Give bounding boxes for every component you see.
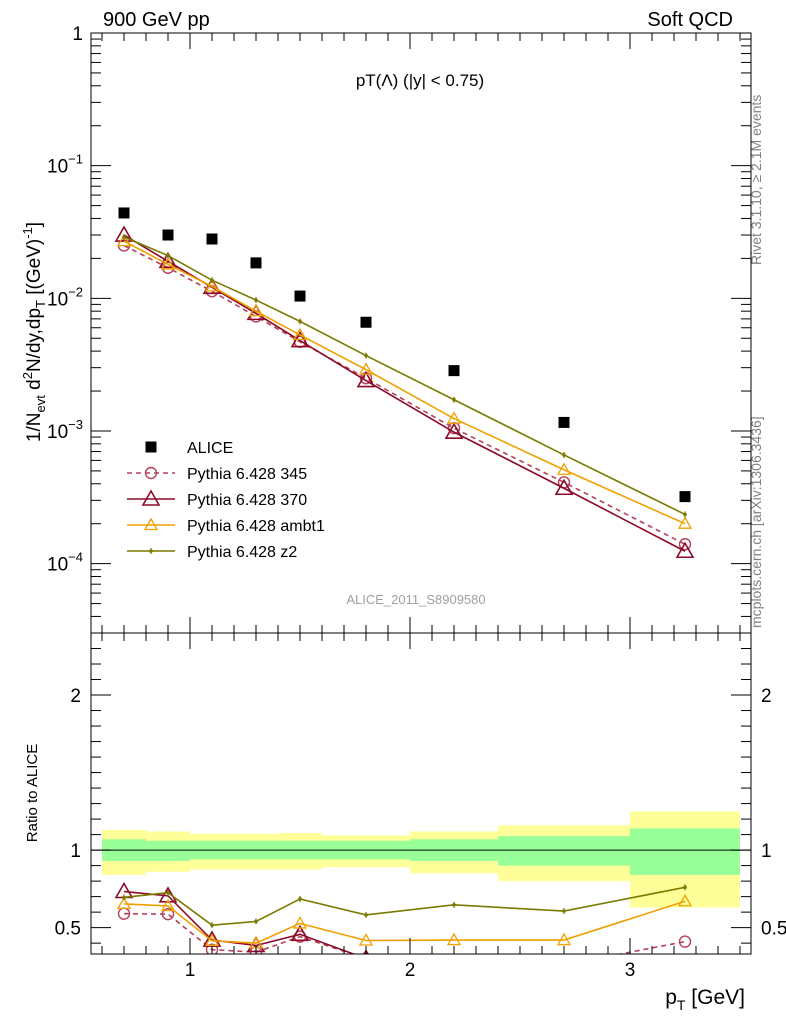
x-tick-label: 2 <box>405 960 416 981</box>
watermark: ALICE_2011_S8909580 <box>346 592 485 607</box>
data-point <box>556 957 572 971</box>
legend-label: Pythia 6.428 z2 <box>187 544 297 561</box>
data-point <box>116 233 132 247</box>
data-point <box>204 933 220 946</box>
ratio-series-line <box>123 900 686 944</box>
band-stat <box>498 836 630 866</box>
mcplots-label: mcplots.cern.ch [arXiv:1306.3436] <box>748 416 764 628</box>
data-point <box>250 257 262 269</box>
x-tick-label: 1 <box>185 960 196 981</box>
ratio-y-axis-label: Ratio to ALICE <box>24 744 41 842</box>
data-point <box>161 907 175 921</box>
data-point <box>144 466 158 480</box>
data-point <box>206 233 218 245</box>
data-point <box>356 370 376 388</box>
legend-label: Pythia 6.428 345 <box>187 466 307 483</box>
data-point <box>449 959 460 970</box>
x-axis-label: pT [GeV] <box>665 986 745 1013</box>
data-point <box>294 290 306 302</box>
data-point <box>679 491 691 503</box>
series-3 <box>116 233 693 529</box>
ratio-panel: 1 2 3 0.5 0.5 1 1 2 2 Ratio to ALICE pT [GeV] <box>24 632 786 1013</box>
y-tick-label: 10−1 <box>47 152 83 178</box>
series-line <box>123 244 686 545</box>
series-4 <box>122 233 687 518</box>
data-point <box>160 898 176 912</box>
data-point <box>158 251 178 269</box>
data-point <box>556 462 572 475</box>
data-point <box>162 229 174 241</box>
data-point <box>360 316 372 328</box>
ratio-series-line <box>123 890 356 954</box>
ratio-series-3 <box>122 884 687 929</box>
legend: ALICE Pythia 6.428 345 Pythia 6.428 370 Pyt… <box>127 440 325 561</box>
data-point <box>160 257 176 270</box>
data-point <box>205 943 219 954</box>
data-point <box>143 517 159 531</box>
data-point <box>446 957 462 971</box>
ratio-y-tick-label: 0.5 <box>55 919 81 940</box>
legend-label: ALICE <box>187 440 233 457</box>
data-point <box>116 896 132 910</box>
legend-label: Pythia 6.428 ambt1 <box>187 518 325 535</box>
y-tick-label: 1 <box>72 24 83 45</box>
ratio-y-tick-label: 1 <box>70 841 81 862</box>
data-point <box>358 362 374 375</box>
data-point <box>358 933 374 946</box>
ratio-content <box>91 811 751 971</box>
data-point <box>145 441 157 453</box>
ratio-y-tick-label-right: 2 <box>761 686 772 707</box>
data-point <box>448 365 460 377</box>
data-point <box>141 489 161 506</box>
data-point <box>678 935 692 948</box>
data-point <box>292 327 308 341</box>
series-line <box>123 234 686 552</box>
ratio-series-line <box>123 912 686 954</box>
data-point <box>675 541 695 559</box>
ratio-y-tick-label-right: 1 <box>761 841 772 862</box>
rivet-label: Rivet 3.1.10, ≥ 2.1M events <box>748 95 764 265</box>
header-left: 900 GeV pp <box>103 9 210 31</box>
y-tick-label: 10−3 <box>47 417 83 443</box>
header-right: Soft QCD <box>647 9 733 31</box>
data-point <box>292 916 308 929</box>
data-point <box>677 516 693 529</box>
y-tick-label: 10−2 <box>47 284 83 310</box>
data-point <box>559 959 570 970</box>
data-point <box>677 957 693 971</box>
ratio-y-tick-label-right: 0.5 <box>761 919 786 940</box>
data-point <box>118 207 130 219</box>
main-frame <box>90 32 752 634</box>
series-line <box>123 240 686 525</box>
x-tick-label: 3 <box>625 960 636 981</box>
data-point <box>677 893 693 907</box>
y-tick-label: 10−4 <box>47 550 83 576</box>
data-point <box>361 952 371 954</box>
series-0 <box>118 207 691 503</box>
ratio-y-tick-label: 2 <box>70 686 81 707</box>
data-point <box>446 411 462 424</box>
ratio-frame <box>90 632 752 955</box>
plot-title: pT(Λ) (|y| < 0.75) <box>356 71 484 90</box>
data-point <box>558 416 570 428</box>
data-point <box>556 932 572 946</box>
data-point <box>444 422 464 439</box>
legend-label: Pythia 6.428 370 <box>187 492 307 509</box>
data-point <box>114 225 134 242</box>
main-y-axis-label: 1/Nevt d2N/dy,dpT [(GeV)-1] <box>20 222 48 442</box>
data-point <box>290 924 310 942</box>
ratio-series-line <box>123 886 686 926</box>
data-point <box>554 478 574 496</box>
band-stat <box>630 828 740 875</box>
main-panel: 1 10−1 10−2 10−3 10−4 pT(Λ) (|y| < 0.75) ALI… <box>20 24 752 634</box>
data-point <box>678 538 692 551</box>
data-point <box>446 932 462 946</box>
ratio-series-2 <box>116 893 693 949</box>
data-point <box>204 279 220 292</box>
data-point <box>248 303 264 317</box>
band-stat <box>146 840 190 861</box>
